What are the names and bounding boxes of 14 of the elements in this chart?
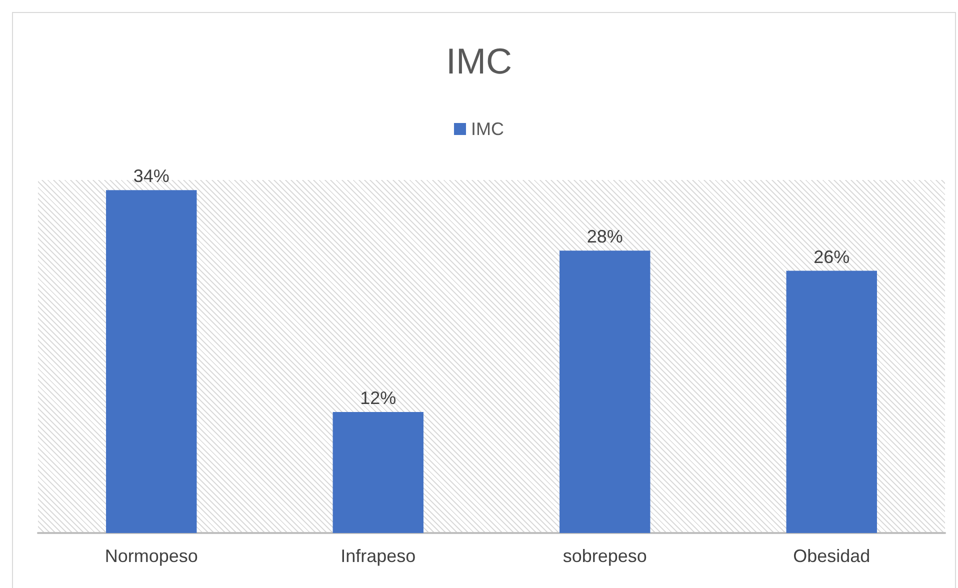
x-tick-label: sobrepeso [562,546,647,566]
bar [786,270,877,533]
legend-label: IMC [471,119,504,139]
data-label: 12% [360,388,396,408]
bar [106,190,197,533]
x-tick-label: Normopeso [104,546,198,566]
x-tick-label: Obesidad [793,546,870,566]
data-label: 26% [814,246,850,267]
bar [332,412,424,533]
chart-title: IMC [446,40,512,82]
x-tick-label: Infrapeso [340,546,416,566]
data-label: 34% [133,166,170,186]
data-label: 28% [586,226,623,247]
bar [560,250,650,533]
